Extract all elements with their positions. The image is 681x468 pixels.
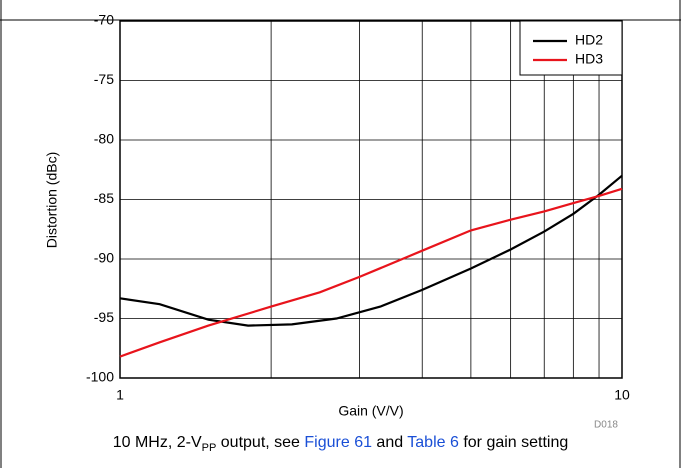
x-tick-label: 10 xyxy=(614,387,630,403)
legend-box xyxy=(519,20,623,76)
caption-text: 10 MHz, 2-V xyxy=(112,434,202,451)
y-tick-label: -85 xyxy=(94,190,114,206)
y-tick-label: -100 xyxy=(86,369,114,385)
caption-text: output, see xyxy=(216,434,305,451)
caption-text: for gain setting xyxy=(458,434,569,451)
y-tick-label: -90 xyxy=(94,250,114,266)
legend-label: HD2 xyxy=(575,32,603,48)
y-tick-label: -80 xyxy=(94,131,114,147)
series-line xyxy=(119,187,623,358)
caption-text: and xyxy=(371,434,408,451)
x-tick-label: 1 xyxy=(116,387,124,403)
table-link[interactable]: Table 6 xyxy=(407,434,459,451)
y-tick-label: -70 xyxy=(94,12,114,28)
caption-subscript: PP xyxy=(201,442,217,455)
y-tick-label: -95 xyxy=(94,309,114,325)
x-axis-label: Gain (V/V) xyxy=(338,403,403,419)
caption: 10 MHz, 2-VPP output, see Figure 61 and … xyxy=(0,434,681,454)
y-tick-label: -75 xyxy=(94,71,114,87)
series-line xyxy=(119,174,623,327)
figure-link[interactable]: Figure 61 xyxy=(304,434,372,451)
y-axis-label: Distortion (dBc) xyxy=(44,152,60,248)
legend-label: HD3 xyxy=(575,51,603,67)
figure-code: D018 xyxy=(594,420,618,431)
plot-border xyxy=(119,20,623,379)
